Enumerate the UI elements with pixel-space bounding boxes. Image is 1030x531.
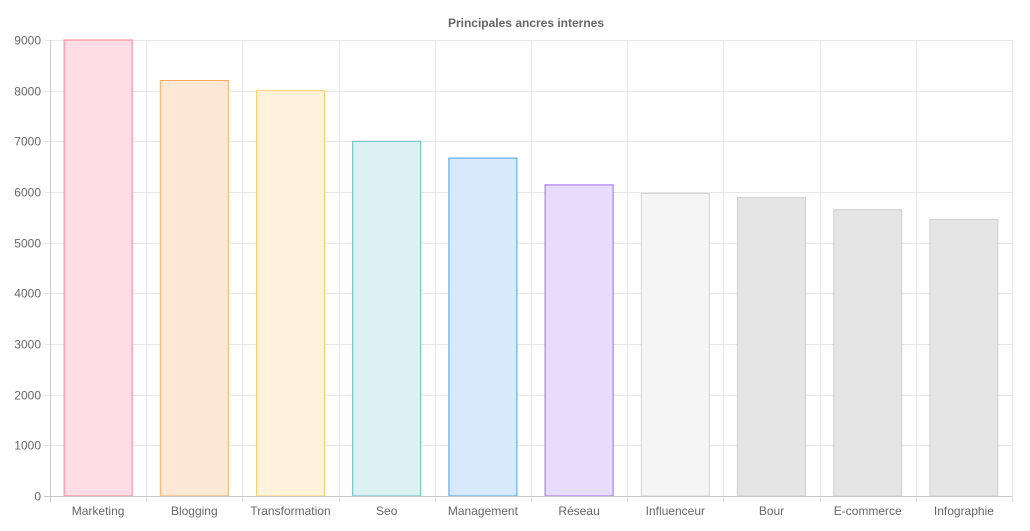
x-tick-label: Transformation [250, 504, 330, 518]
y-tick-label: 4000 [14, 287, 41, 301]
bar-e-commerce[interactable] [833, 209, 903, 497]
bar-infographie[interactable] [929, 218, 999, 497]
bar-transformation[interactable] [256, 90, 325, 497]
x-tick-label: Blogging [171, 504, 218, 518]
bar-blogging[interactable] [159, 80, 229, 497]
x-tick-label: E-commerce [834, 504, 902, 518]
y-tick-label: 2000 [14, 389, 41, 403]
bar-management[interactable] [448, 157, 518, 497]
x-tick-label: Management [448, 504, 519, 518]
y-tick-label: 1000 [14, 439, 41, 453]
y-tick-label: 6000 [14, 186, 41, 200]
bar-r-seau[interactable] [544, 184, 614, 497]
bars [63, 39, 999, 497]
y-axis-ticks: 0 1000 2000 3000 4000 5000 6000 7000 8000 9000 [14, 34, 41, 504]
bar-seo[interactable] [352, 140, 422, 497]
bar-influenceur[interactable] [640, 193, 710, 497]
axes [44, 40, 1012, 502]
x-tick-label: Infographie [934, 504, 994, 518]
x-tick-label: Influenceur [646, 504, 705, 518]
y-tick-label: 8000 [14, 85, 41, 99]
y-tick-label: 9000 [14, 34, 41, 48]
chart-title: Principales ancres internes [448, 16, 604, 30]
y-tick-label: 0 [34, 490, 41, 504]
bar-bour[interactable] [737, 197, 806, 497]
y-tick-label: 7000 [14, 135, 41, 149]
y-tick-label: 5000 [14, 237, 41, 251]
x-tick-label: Seo [376, 504, 398, 518]
bar-marketing[interactable] [63, 39, 133, 497]
x-tick-label: Réseau [558, 504, 599, 518]
y-tick-label: 3000 [14, 338, 41, 352]
x-axis-ticks: Marketing Blogging Transformation Seo Manage… [72, 504, 994, 518]
x-tick-label: Bour [759, 504, 784, 518]
x-tick-label: Marketing [72, 504, 125, 518]
